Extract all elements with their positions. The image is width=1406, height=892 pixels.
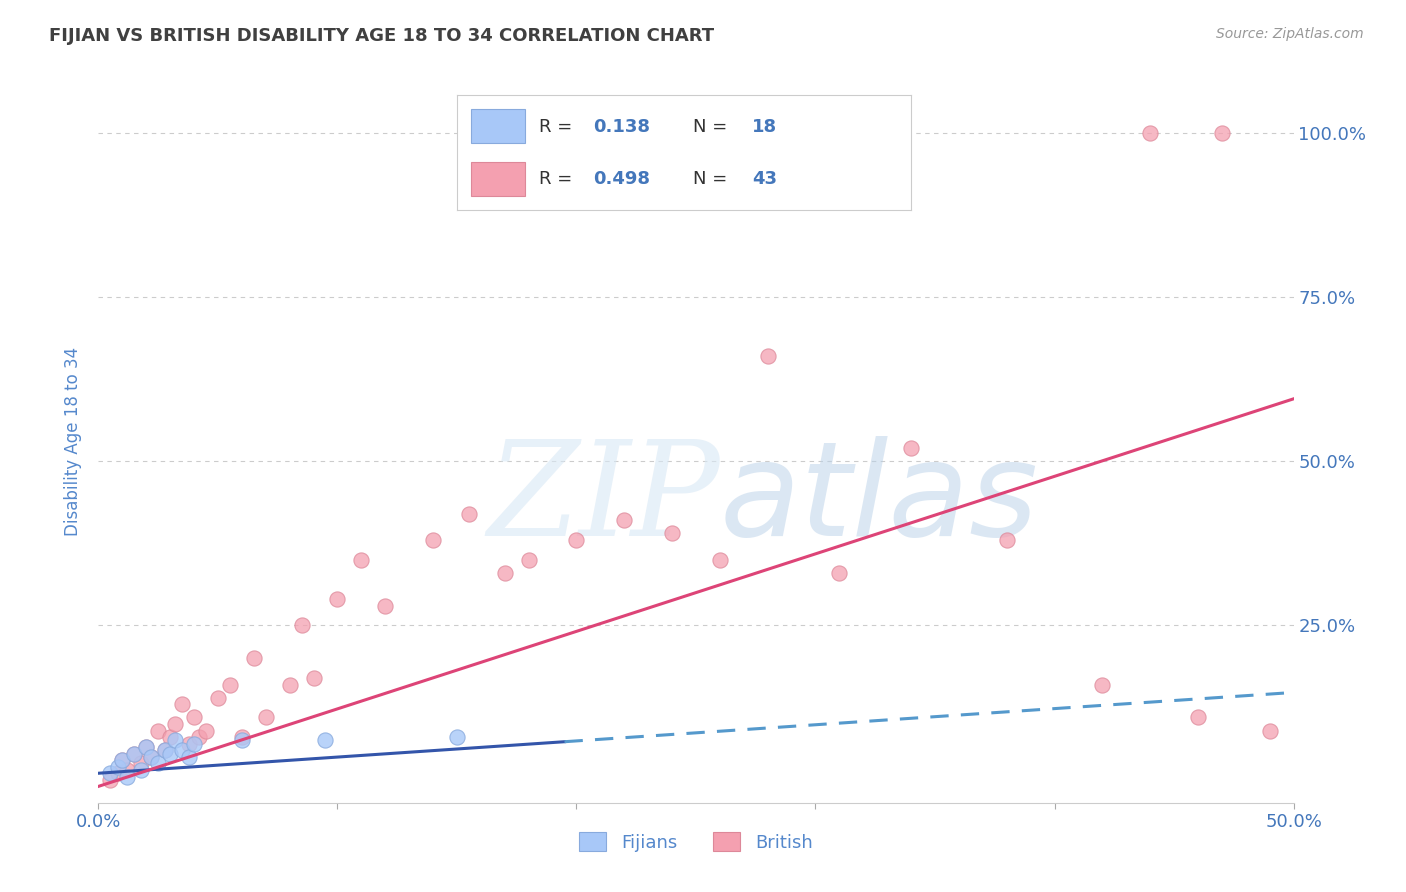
Point: [374, 599, 396, 613]
Point: [148, 723, 170, 738]
Point: [302, 671, 325, 685]
Point: [231, 733, 253, 747]
Point: [172, 743, 194, 757]
Point: [995, 533, 1018, 547]
Point: [159, 730, 181, 744]
Point: [139, 749, 162, 764]
Point: [661, 526, 683, 541]
Point: [107, 766, 129, 780]
Point: [422, 533, 444, 547]
Text: FIJIAN VS BRITISH DISABILITY AGE 18 TO 34 CORRELATION CHART: FIJIAN VS BRITISH DISABILITY AGE 18 TO 3…: [49, 27, 714, 45]
Point: [326, 592, 349, 607]
Point: [183, 710, 205, 724]
Point: [494, 566, 516, 580]
Point: [135, 739, 157, 754]
Point: [155, 743, 177, 757]
Point: [565, 533, 588, 547]
Point: [111, 753, 134, 767]
Point: [1258, 723, 1281, 738]
Point: [163, 717, 186, 731]
Point: [98, 766, 122, 780]
Point: [1091, 677, 1114, 691]
Point: [1139, 126, 1161, 140]
Text: ZIP: ZIP: [486, 434, 720, 564]
Point: [179, 737, 201, 751]
Point: [291, 618, 314, 632]
Point: [98, 772, 122, 787]
Point: [517, 553, 540, 567]
Text: atlas: atlas: [720, 436, 1039, 563]
Point: [155, 743, 177, 757]
Point: [350, 553, 373, 567]
Point: [231, 730, 253, 744]
Point: [115, 763, 138, 777]
Point: [278, 677, 301, 691]
Point: [111, 753, 134, 767]
Point: [828, 566, 851, 580]
Point: [183, 737, 205, 751]
Point: [124, 747, 146, 761]
Point: [315, 733, 337, 747]
Point: [135, 739, 157, 754]
Point: [115, 770, 138, 784]
Point: [709, 553, 731, 567]
Point: [163, 733, 186, 747]
Point: [900, 441, 922, 455]
Point: [207, 690, 229, 705]
Y-axis label: Disability Age 18 to 34: Disability Age 18 to 34: [65, 347, 83, 536]
Point: [1211, 126, 1233, 140]
Point: [756, 349, 779, 363]
Point: [613, 513, 636, 527]
Point: [446, 730, 468, 744]
Point: [254, 710, 277, 724]
Point: [187, 730, 209, 744]
Point: [124, 747, 146, 761]
Point: [219, 677, 242, 691]
Point: [148, 756, 170, 771]
Point: [179, 749, 201, 764]
Legend: Fijians, British: Fijians, British: [572, 825, 820, 859]
Point: [139, 749, 162, 764]
Text: Source: ZipAtlas.com: Source: ZipAtlas.com: [1216, 27, 1364, 41]
Point: [159, 747, 181, 761]
Point: [131, 756, 153, 771]
Point: [195, 723, 218, 738]
Point: [107, 760, 129, 774]
Point: [458, 507, 481, 521]
Point: [1187, 710, 1209, 724]
Point: [243, 651, 266, 665]
Point: [172, 698, 194, 712]
Point: [131, 763, 153, 777]
